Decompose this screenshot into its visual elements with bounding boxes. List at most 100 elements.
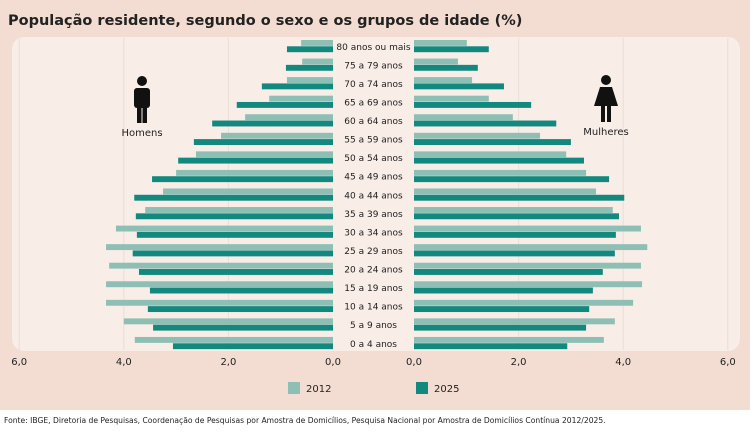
bar-women-2025-12	[414, 269, 603, 275]
bar-women-2012-3	[414, 95, 489, 102]
axis-ticks: 6,0 4,0 2,0 0,0 0,0 2,0 4,0 6,0	[11, 357, 736, 368]
bar-women-2012-7	[414, 169, 587, 176]
bar-women-2012-15	[414, 318, 615, 325]
bar-men-2025-16	[172, 343, 333, 350]
bar-men-2012-11	[106, 244, 333, 251]
man-icon	[134, 76, 150, 123]
age-label: 40 a 44 anos	[344, 191, 403, 201]
age-label: 15 a 19 anos	[344, 284, 403, 294]
bar-men-2025-1	[285, 64, 333, 71]
age-label: 60 a 64 anos	[344, 117, 403, 127]
bar-women-2025-5	[414, 139, 571, 145]
legend-label-2025: 2025	[434, 384, 459, 395]
bar-women-2025-13	[414, 287, 593, 294]
bar-men-2012-6	[195, 151, 333, 158]
bar-women-2012-10	[414, 225, 641, 232]
age-label: 70 a 74 anos	[344, 80, 403, 90]
bar-women-2012-12	[414, 262, 641, 269]
age-label: 50 a 54 anos	[344, 154, 403, 164]
tick-left: 4,0	[116, 357, 132, 368]
bar-men-2012-2	[286, 77, 333, 84]
tick-left: 0,0	[325, 357, 341, 368]
age-labels: 80 anos ou mais 75 a 79 anos 70 a 74 anos 6…	[336, 43, 410, 350]
bar-men-2025-8	[134, 194, 333, 201]
bar-women-2025-14	[414, 306, 590, 313]
bar-men-2025-5	[193, 139, 333, 145]
bar-women-2012-0	[414, 40, 467, 46]
bar-men-2012-10	[115, 225, 333, 232]
tick-right: 6,0	[720, 357, 736, 368]
bar-women-2012-16	[414, 336, 604, 343]
bar-women-2025-9	[414, 213, 620, 220]
bar-men-2025-14	[147, 306, 333, 313]
age-label: 25 a 29 anos	[344, 247, 403, 257]
bar-men-2012-3	[269, 95, 333, 102]
tick-right: 0,0	[406, 357, 422, 368]
age-label: 65 a 69 anos	[344, 98, 403, 108]
bar-men-2025-2	[261, 83, 333, 90]
bar-men-2025-10	[136, 231, 333, 238]
men-label: Homens	[121, 128, 162, 139]
bar-women-2025-1	[414, 64, 478, 71]
woman-icon	[594, 75, 618, 122]
bar-women-2025-0	[414, 46, 489, 53]
age-label: 30 a 34 anos	[344, 228, 403, 238]
bar-men-2025-4	[212, 120, 333, 127]
bar-men-2012-15	[123, 318, 333, 325]
bar-men-2025-7	[152, 176, 333, 183]
bar-women-2025-8	[414, 194, 625, 201]
legend-swatch-2025	[416, 382, 428, 394]
bar-men-2025-6	[178, 157, 333, 164]
tick-right: 2,0	[511, 357, 527, 368]
bar-women-2025-10	[414, 231, 616, 238]
bar-men-2012-9	[145, 207, 333, 213]
bar-women-2012-8	[414, 188, 597, 195]
age-label: 20 a 24 anos	[344, 266, 403, 276]
tick-right: 4,0	[615, 357, 631, 368]
bar-women-2025-2	[414, 83, 504, 90]
bar-women-2025-6	[414, 157, 584, 164]
bar-women-2012-1	[414, 58, 458, 65]
bar-women-2025-11	[414, 250, 615, 257]
bar-men-2012-7	[176, 169, 333, 176]
bar-women-2025-15	[414, 324, 587, 331]
legend-label-2012: 2012	[306, 384, 331, 395]
bar-men-2012-0	[301, 40, 333, 46]
bar-men-2012-8	[163, 188, 333, 195]
bar-men-2012-13	[106, 281, 333, 288]
bar-men-2025-11	[132, 250, 333, 257]
bar-men-2025-12	[138, 269, 333, 275]
legend: 2012 2025	[288, 382, 459, 395]
bar-women-2012-4	[414, 114, 513, 121]
tick-left: 2,0	[220, 357, 236, 368]
bar-women-2012-2	[414, 77, 473, 84]
legend-swatch-2012	[288, 382, 300, 394]
bar-men-2025-9	[135, 213, 333, 220]
bar-women-2025-16	[414, 343, 568, 350]
bar-women-2012-5	[414, 132, 541, 139]
age-label: 80 anos ou mais	[336, 43, 410, 53]
bar-men-2025-3	[236, 101, 333, 108]
bar-men-2012-1	[302, 58, 333, 65]
tick-left: 6,0	[11, 357, 27, 368]
age-label: 5 a 9 anos	[350, 321, 397, 331]
age-label: 0 a 4 anos	[350, 340, 397, 350]
bar-women-2012-11	[414, 244, 648, 251]
bars	[106, 40, 648, 350]
age-label: 45 a 49 anos	[344, 173, 403, 183]
age-label: 75 a 79 anos	[344, 61, 403, 71]
bar-women-2025-3	[414, 101, 532, 108]
bar-men-2012-14	[106, 299, 333, 306]
bar-men-2025-13	[149, 287, 333, 294]
bar-women-2012-9	[414, 207, 613, 213]
chart-title: População residente, segundo o sexo e os…	[8, 13, 522, 29]
women-label: Mulheres	[583, 127, 629, 138]
age-label: 35 a 39 anos	[344, 210, 403, 220]
bar-women-2012-14	[414, 299, 634, 306]
bar-women-2012-6	[414, 151, 567, 158]
bar-men-2025-15	[153, 324, 333, 331]
source-footer: Fonte: IBGE, Diretoria de Pesquisas, Coo…	[4, 416, 606, 425]
age-label: 55 a 59 anos	[344, 136, 403, 146]
bar-women-2025-7	[414, 176, 610, 183]
